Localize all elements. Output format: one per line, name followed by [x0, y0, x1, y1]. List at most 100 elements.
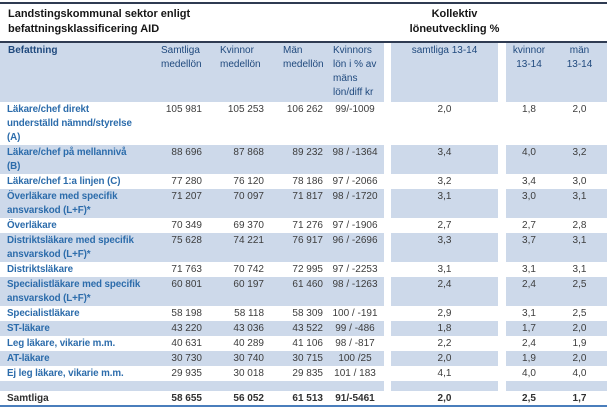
table-row: AT-läkare 30 730 30 740 30 715 100 /25 2,0 1,9… — [0, 351, 607, 366]
cell-befattning: Läkare/chef direkt underställd nämnd/sty… — [0, 102, 160, 145]
kollektiv-title: Kollektiv löneutveckling % — [409, 8, 500, 35]
col-header-befattning: Befattning — [0, 43, 160, 102]
cell-spacer — [498, 174, 506, 189]
cell-spacer — [498, 145, 506, 174]
cell-spacer — [384, 145, 391, 174]
cell-utv-samtliga: 3,1 — [391, 189, 498, 218]
cell-utv-kvinnor: 1,9 — [506, 351, 552, 366]
cell-kvinnors-lon-andel: 97 / -1906 — [326, 218, 384, 233]
cell-utv-kvinnor: 4,0 — [506, 145, 552, 174]
cell-man-medellon: 41 106 — [267, 336, 326, 351]
cell-utv-man: 3,2 — [552, 145, 607, 174]
table-row: Leg läkare, vikarie m.m. 40 631 40 289 41 1… — [0, 336, 607, 351]
col-header-utv-man: män 13-14 — [552, 43, 607, 102]
cell-spacer — [498, 391, 506, 405]
cell-kvinnor-medellon: 76 120 — [205, 174, 267, 189]
cell-spacer — [498, 102, 506, 145]
cell-spacer — [384, 218, 391, 233]
bottom-rule — [0, 405, 607, 407]
title-underline — [0, 41, 607, 43]
cell-spacer — [498, 381, 506, 391]
cell-spacer — [384, 381, 391, 391]
cell-befattning: AT-läkare — [0, 351, 160, 366]
table-row: Distriktsläkare med specifik ansvarskod … — [0, 233, 607, 262]
cell-samtliga-medellon: 60 801 — [160, 277, 205, 306]
cell-befattning: Läkare/chef 1:a linjen (C) — [0, 174, 160, 189]
cell-befattning: Överläkare — [0, 218, 160, 233]
cell-samtliga-medellon: 88 696 — [160, 145, 205, 174]
cell-kvinnor-medellon: 30 018 — [205, 366, 267, 381]
col-header-kvinnors-lon: Kvinnors lön i % av mäns lön/diff kr — [326, 43, 384, 102]
salary-table: Befattning Samtliga medellön Kvinnor med… — [0, 43, 607, 405]
cell-befattning: Distriktsläkare — [0, 262, 160, 277]
cell-man-medellon: 106 262 — [267, 102, 326, 145]
cell-utv-samtliga: 2,2 — [391, 336, 498, 351]
cell-kvinnor-medellon — [205, 381, 267, 391]
cell-utv-samtliga — [391, 381, 498, 391]
cell-utv-samtliga: 3,4 — [391, 145, 498, 174]
page-title: Landstingskommunal sektor enligt befattn… — [8, 8, 191, 35]
cell-spacer — [498, 277, 506, 306]
cell-kvinnors-lon-andel: 98 / -817 — [326, 336, 384, 351]
cell-utv-man: 1,7 — [552, 391, 607, 405]
cell-spacer — [384, 351, 391, 366]
cell-kvinnors-lon-andel: 99/-1009 — [326, 102, 384, 145]
cell-utv-kvinnor: 2,4 — [506, 336, 552, 351]
cell-kvinnors-lon-andel: 100 /25 — [326, 351, 384, 366]
cell-spacer — [384, 366, 391, 381]
cell-samtliga-medellon: 58 198 — [160, 306, 205, 321]
table-row: Läkare/chef på mellannivå (B) 88 696 87 86… — [0, 145, 607, 174]
cell-kvinnor-medellon: 70 097 — [205, 189, 267, 218]
cell-spacer — [498, 321, 506, 336]
cell-kvinnors-lon-andel — [326, 381, 384, 391]
cell-samtliga-medellon: 43 220 — [160, 321, 205, 336]
cell-kvinnor-medellon: 30 740 — [205, 351, 267, 366]
top-rule — [0, 2, 607, 4]
cell-spacer — [498, 262, 506, 277]
cell-spacer — [498, 336, 506, 351]
cell-man-medellon: 43 522 — [267, 321, 326, 336]
cell-kvinnor-medellon: 87 868 — [205, 145, 267, 174]
cell-utv-samtliga: 2,0 — [391, 351, 498, 366]
table-row: ST-läkare 43 220 43 036 43 522 99 / -486 1,8 1… — [0, 321, 607, 336]
cell-utv-samtliga: 2,7 — [391, 218, 498, 233]
cell-kvinnors-lon-andel: 91/-5461 — [326, 391, 384, 405]
cell-utv-kvinnor: 3,7 — [506, 233, 552, 262]
cell-man-medellon: 58 309 — [267, 306, 326, 321]
cell-utv-man: 2,8 — [552, 218, 607, 233]
cell-utv-kvinnor: 1,7 — [506, 321, 552, 336]
cell-utv-kvinnor: 3,0 — [506, 189, 552, 218]
cell-man-medellon: 78 186 — [267, 174, 326, 189]
col-header-kvinnor-medellon: Kvinnor medellön — [205, 43, 267, 102]
cell-utv-man: 3,1 — [552, 262, 607, 277]
cell-utv-kvinnor: 3,4 — [506, 174, 552, 189]
cell-utv-samtliga: 1,8 — [391, 321, 498, 336]
cell-spacer — [498, 351, 506, 366]
cell-kvinnor-medellon: 43 036 — [205, 321, 267, 336]
cell-spacer — [384, 336, 391, 351]
cell-utv-man: 3,1 — [552, 189, 607, 218]
cell-kvinnors-lon-andel: 99 / -486 — [326, 321, 384, 336]
cell-spacer — [498, 189, 506, 218]
cell-kvinnors-lon-andel: 98 / -1720 — [326, 189, 384, 218]
cell-man-medellon: 61 513 — [267, 391, 326, 405]
cell-utv-man: 2,0 — [552, 102, 607, 145]
cell-spacer — [384, 277, 391, 306]
cell-man-medellon: 72 995 — [267, 262, 326, 277]
cell-samtliga-medellon: 105 981 — [160, 102, 205, 145]
cell-samtliga-medellon: 29 935 — [160, 366, 205, 381]
total-row: Samtliga 58 655 56 052 61 513 91/-5461 2,0 2,5… — [0, 391, 607, 405]
cell-utv-samtliga: 2,0 — [391, 102, 498, 145]
cell-utv-man: 2,5 — [552, 277, 607, 306]
cell-utv-samtliga: 3,1 — [391, 262, 498, 277]
spacer-row — [0, 381, 607, 391]
cell-utv-man: 4,0 — [552, 366, 607, 381]
col-header-utv-kvinnor: kvinnor 13-14 — [506, 43, 552, 102]
col-header-samtliga-medellon: Samtliga medellön — [160, 43, 205, 102]
cell-befattning: Specialistläkare med specifik ansvarskod… — [0, 277, 160, 306]
cell-samtliga-medellon: 30 730 — [160, 351, 205, 366]
cell-utv-man: 3,0 — [552, 174, 607, 189]
cell-kvinnors-lon-andel: 101 / 183 — [326, 366, 384, 381]
col-header-man-medellon: Män medellön — [267, 43, 326, 102]
